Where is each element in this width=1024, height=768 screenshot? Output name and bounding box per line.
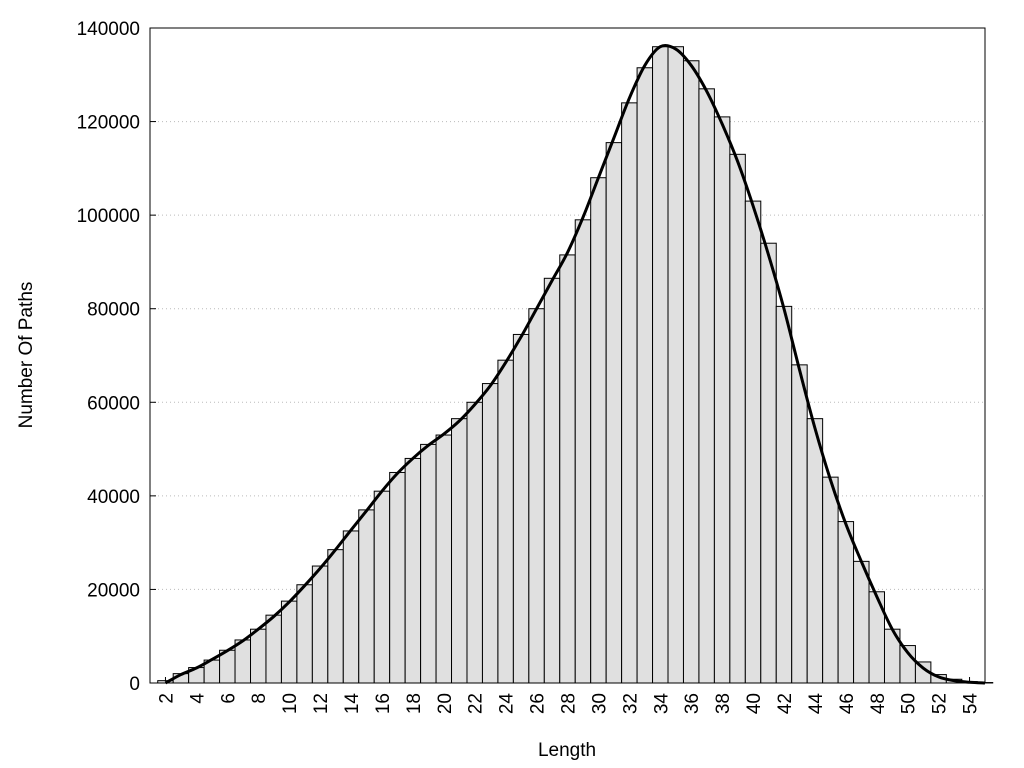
x-tick-label: 34 — [651, 693, 672, 715]
x-tick-label: 26 — [528, 693, 549, 714]
bar — [373, 490, 391, 684]
x-tick-label: 10 — [280, 693, 301, 714]
bar — [775, 305, 793, 684]
density-line — [164, 43, 986, 685]
bar — [435, 434, 453, 684]
x-tick-label: 14 — [342, 693, 363, 715]
x-tick-label: 28 — [559, 693, 580, 714]
x-tick-label: 48 — [868, 693, 889, 714]
y-tick-label: 0 — [129, 674, 140, 695]
y-tick-label: 40000 — [87, 487, 140, 508]
bar — [652, 46, 669, 684]
x-tick-label: 6 — [218, 693, 239, 704]
bar — [497, 359, 514, 684]
x-tick-label: 12 — [311, 693, 332, 714]
x-tick-label: 30 — [589, 693, 610, 714]
bar — [265, 614, 282, 684]
bar — [791, 364, 808, 684]
bar — [636, 67, 654, 684]
bar — [389, 471, 406, 684]
bar — [250, 628, 267, 684]
bar — [806, 418, 824, 684]
bar — [682, 60, 700, 684]
y-axis-label: Number Of Paths — [16, 282, 37, 429]
bar — [822, 476, 839, 684]
bar — [512, 333, 530, 684]
x-tick-label: 22 — [466, 693, 487, 714]
y-tick-label: 60000 — [87, 393, 140, 414]
bar — [327, 549, 344, 684]
y-tick-label: 100000 — [77, 206, 140, 227]
bar — [234, 639, 252, 684]
bar — [404, 457, 422, 684]
bar — [621, 102, 638, 684]
x-tick-label: 24 — [497, 693, 518, 715]
bar — [760, 242, 777, 684]
bar — [837, 521, 855, 684]
bar — [744, 200, 762, 684]
x-tick-label: 42 — [775, 693, 796, 714]
x-tick-label: 44 — [806, 693, 827, 715]
y-tick-label: 80000 — [87, 300, 140, 321]
bar — [296, 584, 313, 684]
y-tick-label: 120000 — [77, 113, 140, 134]
x-tick-label: 4 — [187, 693, 208, 704]
bar — [420, 443, 437, 684]
bar — [590, 177, 607, 684]
bar — [451, 418, 468, 684]
bar — [528, 308, 545, 684]
bar — [667, 46, 684, 684]
bar — [280, 600, 298, 684]
bar — [481, 383, 499, 684]
bar — [311, 565, 329, 684]
x-tick-label: 2 — [156, 693, 177, 704]
bar — [605, 142, 623, 684]
bar — [559, 254, 576, 684]
bar — [698, 88, 715, 684]
bar — [358, 509, 375, 684]
x-tick-label: 18 — [404, 693, 425, 714]
x-tick-label: 52 — [930, 693, 951, 714]
x-tick-label: 8 — [249, 693, 270, 704]
plot-frame — [149, 27, 986, 684]
x-axis-label: Length — [538, 740, 596, 761]
bar — [853, 560, 870, 684]
x-tick-label: 46 — [837, 693, 858, 714]
x-tick-label: 50 — [899, 693, 920, 714]
x-tick-label: 16 — [373, 693, 394, 714]
bar — [342, 530, 360, 684]
x-tick-label: 32 — [620, 693, 641, 714]
bar — [543, 277, 561, 684]
bar — [713, 116, 731, 684]
x-tick-label: 38 — [713, 693, 734, 714]
bar — [729, 153, 746, 684]
x-tick-label: 40 — [744, 693, 765, 714]
x-tick-label: 20 — [435, 693, 456, 714]
x-tick-label: 36 — [682, 693, 703, 714]
y-tick-label: 20000 — [87, 580, 140, 601]
bar — [574, 219, 592, 684]
x-tick-label: 54 — [961, 693, 982, 715]
y-tick-label: 140000 — [77, 19, 140, 40]
bar — [466, 401, 483, 684]
